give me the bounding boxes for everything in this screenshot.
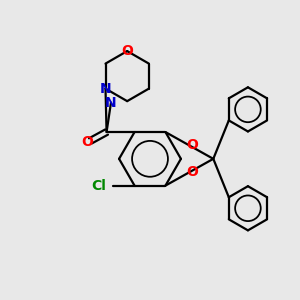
Text: O: O — [186, 138, 198, 152]
Text: O: O — [121, 44, 133, 58]
Text: O: O — [186, 165, 198, 179]
Text: O: O — [81, 135, 93, 149]
Text: N: N — [100, 82, 111, 96]
Text: N: N — [105, 96, 117, 110]
Text: Cl: Cl — [92, 178, 106, 193]
